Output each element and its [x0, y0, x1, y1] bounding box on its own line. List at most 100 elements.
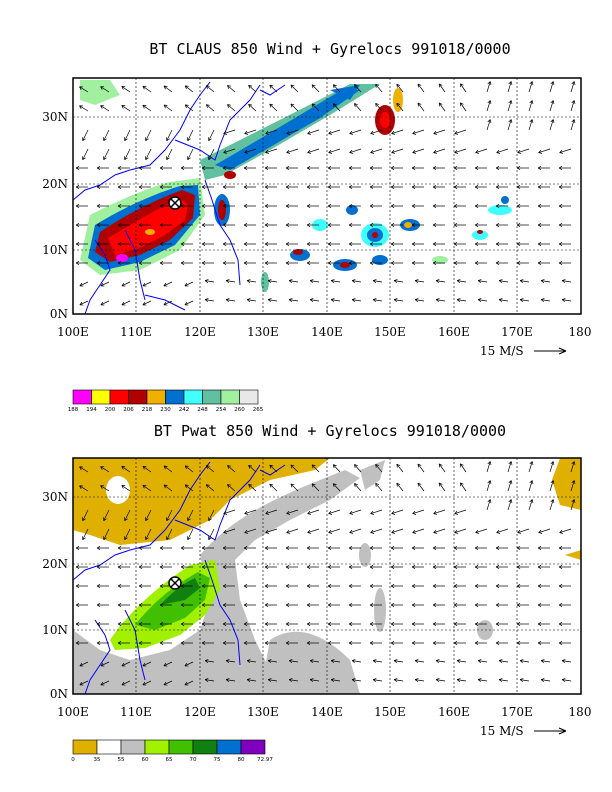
top-legend-label: 200 [105, 407, 116, 413]
wind-vector-head [390, 584, 395, 588]
wind-vector-head [243, 603, 248, 607]
wind-vector-head [537, 565, 542, 569]
wind-vector [454, 509, 467, 515]
wind-vector-head [390, 565, 395, 569]
wind-vector-head [474, 185, 479, 189]
wind-vector [549, 81, 554, 93]
wind-vector-head [474, 242, 479, 246]
wind-vector [370, 148, 383, 154]
wind-vector [142, 300, 152, 306]
wind-vector-head [498, 279, 503, 284]
wind-vector-head [516, 546, 521, 550]
wind-vector-head [96, 242, 101, 246]
wind-vector-head [285, 223, 290, 227]
wind-vector [205, 280, 215, 283]
wind-vector-head [433, 529, 438, 534]
wind-vector-head [103, 536, 107, 541]
wind-vector-head [327, 603, 332, 607]
wind-vector-head [121, 105, 126, 109]
wind-vector-head [411, 166, 416, 170]
wind-vector [475, 148, 488, 154]
wind-vector [507, 100, 512, 112]
wind-vector [394, 660, 404, 663]
wind-vector-head [264, 622, 269, 626]
wind-vector-head [495, 584, 500, 588]
svg-text:120E: 120E [184, 705, 216, 719]
wind-vector-head [243, 166, 248, 170]
wind-vector-head [184, 282, 189, 287]
wind-vector-head [390, 204, 395, 208]
wind-vector [269, 483, 278, 492]
wind-vector-head [354, 103, 358, 107]
wind-vector [370, 129, 383, 135]
wind-vector-head [306, 185, 311, 189]
wind-vector-head [412, 529, 417, 534]
wind-vector [247, 280, 257, 283]
wind-vector-head [285, 584, 290, 588]
wind-vector-head [390, 223, 395, 227]
wind-vector-head [138, 223, 143, 227]
wind-vector-head [201, 261, 206, 265]
wind-vector-head [142, 465, 147, 470]
wind-vector-head [571, 461, 576, 465]
wind-vector-head [375, 482, 379, 487]
wind-vector-head [550, 461, 555, 465]
wind-vector-head [180, 622, 185, 626]
wind-vector [269, 464, 278, 473]
wind-vector [417, 102, 425, 112]
wind-vector-head [311, 84, 316, 89]
wind-vector-head [351, 678, 356, 683]
wind-vector-head [327, 641, 332, 645]
wind-vector-head [286, 149, 291, 154]
wind-vector-head [417, 102, 422, 107]
wind-vector [311, 483, 320, 492]
wind-vector-head [96, 204, 101, 208]
wind-vector-head [538, 149, 543, 154]
wind-vector-head [354, 464, 358, 468]
wind-vector [562, 660, 572, 663]
wind-vector-head [540, 279, 545, 284]
wind-vector-head [351, 279, 356, 284]
wind-vector [520, 299, 530, 302]
wind-vector-head [369, 546, 374, 550]
wind-vector-head [453, 261, 458, 265]
wind-vector-head [453, 584, 458, 588]
wind-vector-head [327, 622, 332, 626]
wind-vector-head [349, 130, 354, 135]
wind-vector-head [369, 584, 374, 588]
wind-vector-head [180, 204, 185, 208]
wind-vector-head [354, 84, 358, 88]
wind-vector-head [96, 546, 101, 550]
top-legend-swatch [239, 389, 259, 405]
wind-vector-head [498, 659, 503, 664]
wind-vector-head [124, 536, 128, 541]
wind-vector-head [495, 185, 500, 189]
wind-vector-head [307, 130, 312, 135]
svg-text:10N: 10N [42, 243, 68, 257]
wind-vector-head [75, 185, 80, 189]
wind-vector [349, 148, 362, 154]
wind-vector [370, 509, 383, 515]
wind-vector [528, 81, 533, 93]
wind-vector-head [349, 149, 354, 154]
wind-vector [352, 299, 362, 302]
wind-vector-head [75, 603, 80, 607]
bottom-legend-label: 72.97 [257, 757, 273, 763]
top-legend-swatch [72, 389, 92, 405]
bottom-legend-label: 35 [94, 757, 101, 763]
top-wind-ref-label: 15 M/S [480, 344, 524, 358]
wind-vector-head [411, 185, 416, 189]
top-legend-swatch [220, 389, 240, 405]
wind-vector [79, 281, 89, 287]
wind-vector [352, 280, 362, 283]
wind-vector [163, 484, 173, 492]
wind-vector-head [145, 137, 149, 142]
wind-vector-head [453, 546, 458, 550]
wind-vector-head [474, 565, 479, 569]
wind-vector-head [222, 185, 227, 189]
wind-vector [373, 679, 383, 682]
wind-vector-head [184, 85, 189, 90]
wind-vector [166, 129, 173, 141]
wind-vector-head [290, 103, 295, 108]
wind-vector-head [205, 104, 210, 109]
